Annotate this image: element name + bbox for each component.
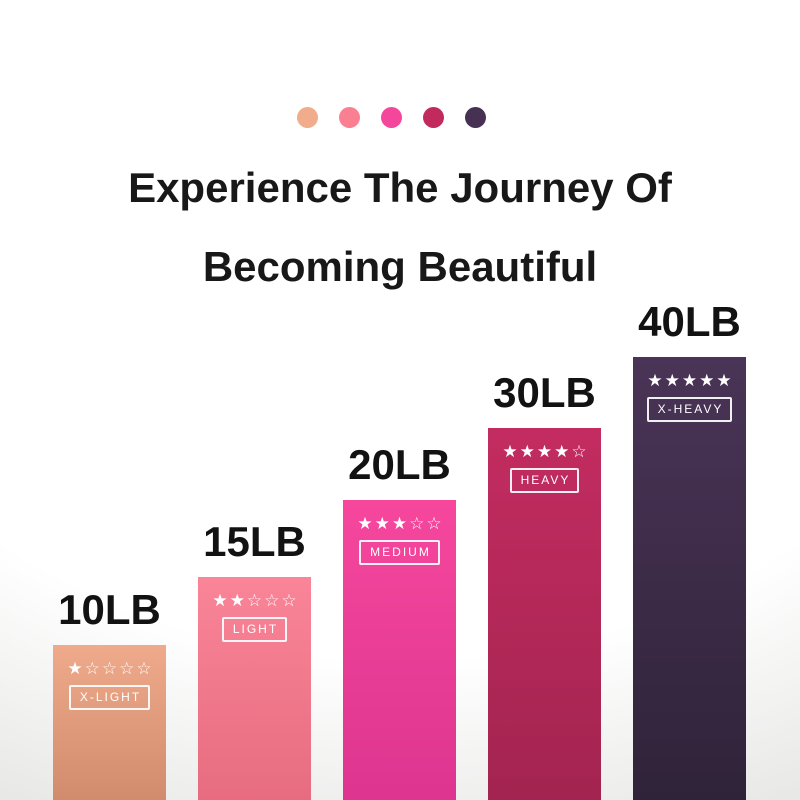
title-line-2: Becoming Beautiful <box>202 243 598 290</box>
star-rating: ★★★★★ <box>647 371 734 390</box>
bar-weight-label: 15LB <box>203 518 306 565</box>
level-badge: X-LIGHT <box>68 685 151 710</box>
light-dot <box>338 107 360 128</box>
x-light-dot <box>296 107 318 128</box>
bar-group-15lb: 15LB ★★☆☆☆ LIGHT <box>198 518 311 800</box>
medium-dot <box>380 107 402 128</box>
title-line-1: Experience The Journey Of <box>128 164 672 211</box>
bar: ★★★★☆ HEAVY <box>488 428 601 800</box>
star-rating: ★★☆☆☆ <box>212 591 299 610</box>
bar: ★★☆☆☆ LIGHT <box>198 577 311 800</box>
x-heavy-dot <box>464 107 486 128</box>
bar-group-30lb: 30LB ★★★★☆ HEAVY <box>488 369 601 800</box>
bar-weight-label: 30LB <box>493 369 596 416</box>
bar-weight-label: 20LB <box>348 441 451 488</box>
palette-dots <box>0 107 782 128</box>
bar-group-10lb: 10LB ★☆☆☆☆ X-LIGHT <box>53 586 166 800</box>
bar-weight-label: 10LB <box>58 586 161 633</box>
bar: ★☆☆☆☆ X-LIGHT <box>53 645 166 800</box>
bar-group-20lb: 20LB ★★★☆☆ MEDIUM <box>343 441 456 800</box>
level-badge: LIGHT <box>221 617 288 642</box>
bar-group-40lb: 40LB ★★★★★ X-HEAVY <box>633 298 746 800</box>
page-title: Experience The Journey Of Becoming Beaut… <box>0 148 800 306</box>
star-rating: ★☆☆☆☆ <box>67 659 154 678</box>
level-badge: HEAVY <box>509 468 580 493</box>
level-badge: MEDIUM <box>359 540 440 565</box>
star-rating: ★★★☆☆ <box>357 514 444 533</box>
level-badge: X-HEAVY <box>646 397 733 422</box>
heavy-dot <box>422 107 444 128</box>
bar: ★★★★★ X-HEAVY <box>633 357 746 800</box>
bar: ★★★☆☆ MEDIUM <box>343 500 456 800</box>
bar-weight-label: 40LB <box>638 298 741 345</box>
star-rating: ★★★★☆ <box>502 442 589 461</box>
